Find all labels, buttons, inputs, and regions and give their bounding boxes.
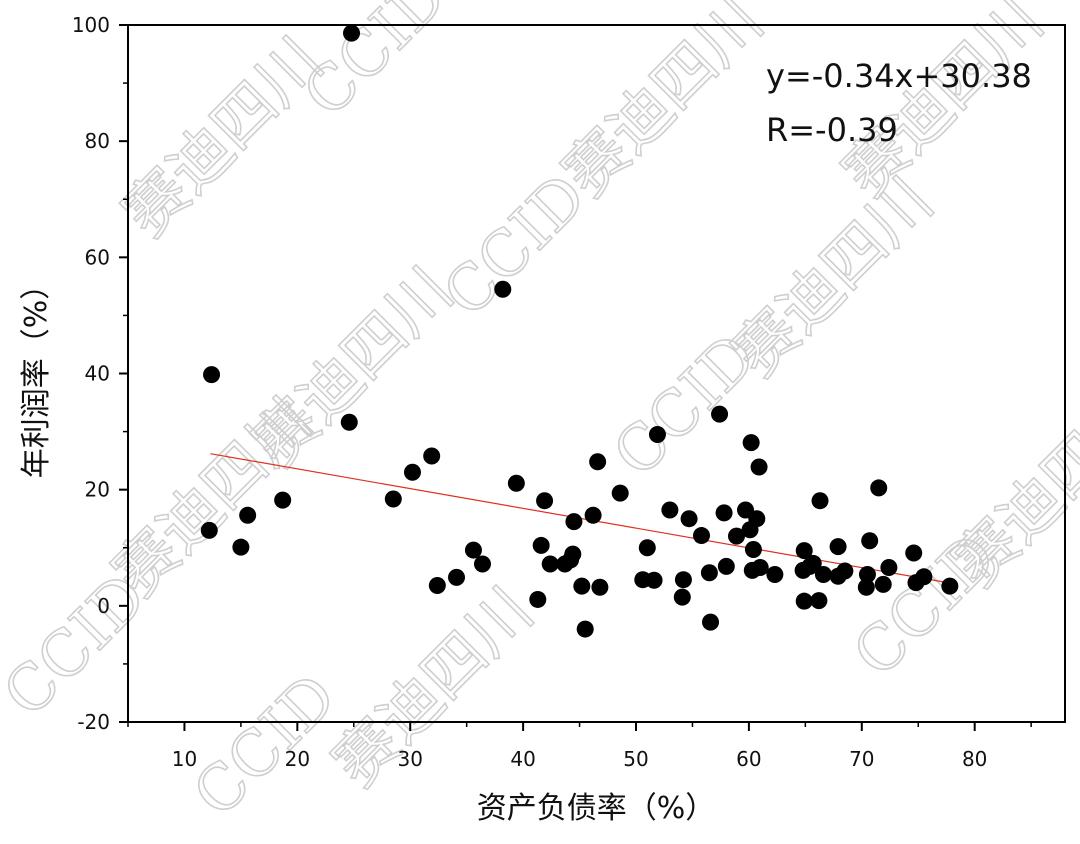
- data-point: [239, 506, 257, 524]
- watermark-text: 赛迪四川: [239, 254, 466, 481]
- data-point: [428, 577, 446, 595]
- data-point: [861, 532, 879, 550]
- data-point: [274, 491, 292, 509]
- regression-equation: y=-0.34x+30.38: [766, 57, 1032, 95]
- correlation-value: R=-0.39: [766, 111, 898, 149]
- data-point: [711, 405, 729, 423]
- data-point: [742, 434, 760, 452]
- data-point: [343, 24, 361, 42]
- data-point: [611, 484, 629, 502]
- data-point: [795, 592, 813, 610]
- data-point: [858, 565, 876, 583]
- data-point: [814, 565, 832, 583]
- data-point: [673, 588, 691, 606]
- x-tick-label: 30: [398, 747, 423, 771]
- data-point: [529, 590, 547, 608]
- y-tick-label: 80: [85, 129, 110, 153]
- y-tick-label: 100: [72, 13, 110, 37]
- data-point: [717, 557, 735, 575]
- x-tick-label: 60: [736, 747, 761, 771]
- data-point: [576, 620, 594, 638]
- data-point: [857, 578, 875, 596]
- data-point: [915, 568, 933, 586]
- data-point: [880, 558, 898, 576]
- data-point: [591, 578, 609, 596]
- data-point: [744, 540, 762, 558]
- data-point: [715, 504, 733, 522]
- data-point: [203, 366, 221, 384]
- data-point: [494, 280, 512, 298]
- y-tick-label: 60: [85, 245, 110, 269]
- data-point: [680, 510, 698, 528]
- data-point: [692, 527, 710, 545]
- data-point: [536, 492, 554, 510]
- data-point: [403, 463, 421, 481]
- data-point: [464, 541, 482, 559]
- watermark-text: 赛迪四川: [549, 0, 776, 211]
- x-tick-label: 80: [962, 747, 987, 771]
- data-point: [448, 568, 466, 586]
- data-point: [507, 474, 525, 492]
- data-point: [645, 571, 663, 589]
- data-point: [564, 545, 582, 563]
- y-tick-label: 40: [85, 362, 110, 386]
- x-tick-label: 10: [172, 747, 197, 771]
- data-point: [811, 492, 829, 510]
- x-tick-label: 40: [510, 747, 535, 771]
- x-tick-label: 50: [623, 747, 648, 771]
- data-point: [700, 564, 718, 582]
- data-point: [702, 613, 720, 631]
- data-point: [573, 577, 591, 595]
- y-axis-title: 年利润率（%）: [19, 270, 54, 479]
- y-tick-label: 0: [97, 594, 110, 618]
- data-point: [905, 544, 923, 562]
- data-point: [584, 506, 602, 524]
- data-point: [340, 413, 358, 431]
- data-point: [589, 453, 607, 471]
- data-point: [810, 592, 828, 610]
- y-tick-label: 20: [85, 478, 110, 502]
- x-tick-label: 70: [849, 747, 874, 771]
- data-point: [874, 575, 892, 593]
- data-point: [750, 458, 768, 476]
- data-point: [532, 536, 550, 554]
- data-point: [648, 425, 666, 443]
- data-point: [870, 479, 888, 497]
- data-point: [727, 527, 745, 545]
- data-point: [232, 538, 250, 556]
- data-point: [661, 501, 679, 519]
- data-points: [200, 24, 959, 638]
- data-point: [748, 510, 766, 528]
- watermark-text: 赛迪四川: [109, 24, 336, 251]
- x-tick-label: 20: [285, 747, 310, 771]
- y-tick-label: -20: [77, 710, 110, 734]
- data-point: [674, 571, 692, 589]
- data-point: [795, 542, 813, 560]
- data-point: [804, 554, 822, 572]
- data-point: [384, 490, 402, 508]
- data-point: [766, 565, 784, 583]
- x-axis-title: 资产负债率（%）: [477, 791, 716, 826]
- data-point: [473, 555, 491, 573]
- watermark-text: 赛迪四川: [829, 0, 1056, 211]
- data-point: [829, 538, 847, 556]
- data-point: [751, 558, 769, 576]
- data-point: [836, 562, 854, 580]
- data-point: [941, 577, 959, 595]
- watermark-text: CCID: [289, 0, 460, 131]
- axis-ticks: 10 20 30 40 50 60 70 80 -20 0 20 40 60 80 100: [72, 13, 1032, 771]
- data-point: [541, 555, 559, 573]
- data-point: [638, 539, 656, 557]
- data-point: [200, 521, 218, 539]
- data-point: [423, 447, 441, 465]
- data-point: [565, 513, 583, 531]
- watermark-text: 赛迪四川: [939, 374, 1080, 601]
